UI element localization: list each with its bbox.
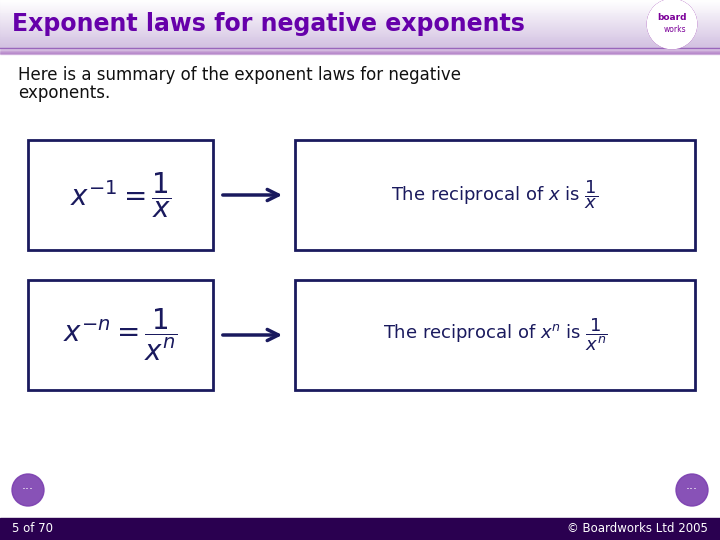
Bar [0, 16, 720, 17]
Bar [0, 8, 720, 10]
Bar [0, 24, 720, 25]
Text: ···: ··· [686, 483, 698, 496]
Bar [0, 53, 720, 54]
Circle shape [648, 0, 696, 48]
Bar [0, 1, 720, 2]
Bar [0, 38, 720, 39]
Bar [0, 25, 720, 27]
Bar [295, 140, 695, 250]
Bar [0, 41, 720, 42]
Bar [0, 50, 720, 51]
Bar [295, 280, 695, 390]
Bar [28, 140, 213, 250]
Bar [0, 12, 720, 14]
Text: $x^{-1} = \dfrac{1}{x}$: $x^{-1} = \dfrac{1}{x}$ [70, 170, 171, 220]
Bar [0, 46, 720, 48]
Bar [28, 280, 213, 390]
Text: Exponent laws for negative exponents: Exponent laws for negative exponents [12, 12, 525, 36]
Text: 5 of 70: 5 of 70 [12, 523, 53, 536]
Bar [0, 29, 720, 31]
Bar [0, 24, 720, 26]
Bar [0, 7, 720, 9]
Bar [0, 11, 720, 12]
Bar [0, 0, 720, 1]
Bar [0, 40, 720, 41]
Bar [0, 28, 720, 30]
Bar [0, 31, 720, 32]
Bar [0, 2, 720, 3]
Bar [0, 28, 720, 29]
Bar [0, 30, 720, 32]
Bar [0, 5, 720, 6]
Bar [0, 17, 720, 18]
Bar [0, 26, 720, 28]
Bar [0, 42, 720, 43]
Bar [0, 15, 720, 16]
Text: The reciprocal of $x$ is $\dfrac{1}{x}$: The reciprocal of $x$ is $\dfrac{1}{x}$ [392, 179, 598, 211]
Bar [0, 34, 720, 36]
Bar [0, 19, 720, 21]
Bar [0, 2, 720, 4]
Bar [0, 45, 720, 47]
Bar [0, 22, 720, 23]
Bar [0, 14, 720, 15]
Bar [0, 51, 720, 52]
Bar [0, 49, 720, 50]
Bar [0, 39, 720, 40]
Bar [0, 48, 720, 49]
Text: Here is a summary of the exponent laws for negative: Here is a summary of the exponent laws f… [18, 66, 461, 84]
Bar [0, 52, 720, 53]
Circle shape [676, 474, 708, 506]
Bar [0, 33, 720, 35]
Bar [0, 35, 720, 37]
Text: exponents.: exponents. [18, 84, 110, 102]
Bar [0, 23, 720, 24]
Text: $x^{-n} = \dfrac{1}{x^n}$: $x^{-n} = \dfrac{1}{x^n}$ [63, 307, 178, 363]
Text: ···: ··· [22, 483, 34, 496]
Text: works: works [664, 24, 686, 33]
Text: © Boardworks Ltd 2005: © Boardworks Ltd 2005 [567, 523, 708, 536]
Text: The reciprocal of $x^n$ is $\dfrac{1}{x^n}$: The reciprocal of $x^n$ is $\dfrac{1}{x^… [382, 316, 608, 353]
Bar [0, 10, 720, 11]
Bar [0, 43, 720, 44]
Bar [0, 4, 720, 6]
Text: board: board [657, 14, 687, 23]
Circle shape [12, 474, 44, 506]
Bar [0, 6, 720, 8]
Bar [0, 19, 720, 20]
Bar [0, 9, 720, 11]
Bar [0, 32, 720, 33]
Bar [0, 18, 720, 19]
Bar [0, 518, 720, 540]
Bar [0, 13, 720, 15]
Bar [0, 45, 720, 46]
Bar [0, 36, 720, 37]
Bar [0, 3, 720, 5]
Bar [0, 44, 720, 45]
Bar [0, 37, 720, 38]
Bar [0, 21, 720, 22]
